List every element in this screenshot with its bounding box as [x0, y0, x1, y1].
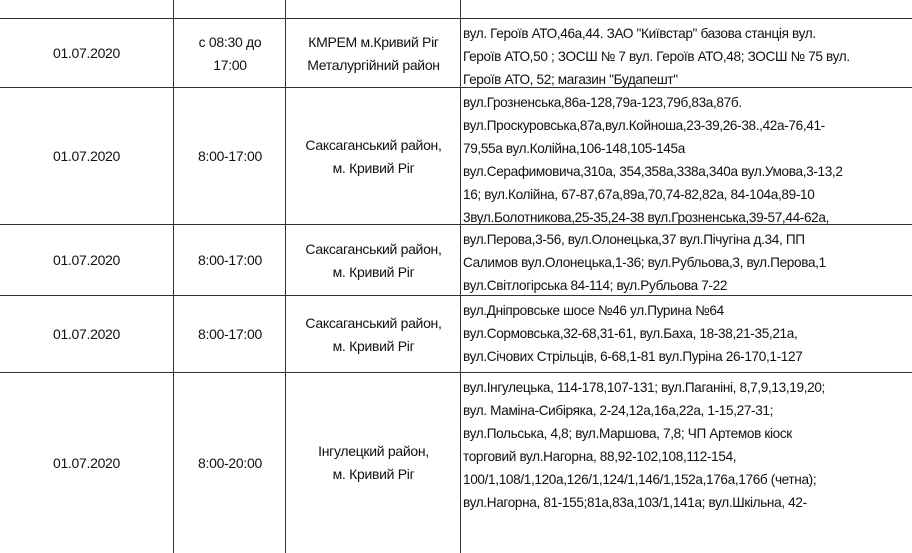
district-cell: Інгулецкий район, м. Кривий Ріг: [285, 373, 461, 553]
time-cell-line: 8:00-17:00: [198, 148, 262, 164]
addresses-cell-line: вул.Грозненська,86а-128,79а-123,79б,83а,…: [463, 95, 742, 110]
addresses-cell-line: 100/1,108/1,120а,126/1,124/1,146/1,152а,…: [463, 472, 817, 487]
time-cell-line: с 08:30 до: [198, 33, 262, 50]
date-cell: 01.07.2020: [0, 88, 173, 225]
district-cell-line: Саксаганський район,: [305, 136, 442, 153]
district-cell-line: м. Кривий Ріг: [332, 159, 415, 176]
addresses-cell-line: вул.Дніпровське шосе №46 ул.Пурина №64: [463, 303, 724, 318]
addresses-cell: вул. Героїв АТО,46а,44. ЗАО "Київстар" б…: [460, 19, 912, 88]
time-cell-line: 8:00-17:00: [198, 326, 262, 342]
addresses-cell: вул.Грозненська,86а-128,79а-123,79б,83а,…: [460, 88, 912, 225]
addresses-cell-line: вул.Серафимовича,310а, 354,358а,338а,340…: [463, 164, 843, 179]
date-cell: [0, 0, 173, 19]
addresses-cell-line: вул.Світлогірська 84-114; вул.Рубльова 7…: [463, 278, 728, 293]
district-cell-line: КМРЕМ м.Кривий Ріг: [308, 33, 439, 50]
district-cell: Саксаганський район: [285, 0, 461, 19]
district-cell: Саксаганський район, м. Кривий Ріг: [285, 296, 461, 373]
date-cell-text: 01.07.2020: [52, 326, 121, 342]
time-cell-line: 8:00-17:00: [198, 252, 262, 268]
date-cell-text: 01.07.2020: [52, 45, 121, 61]
district-cell-line: м. Кривий Ріг: [332, 466, 415, 482]
district-cell: Саксаганський район, м. Кривий Ріг: [285, 88, 461, 225]
table-row: 01.07.2020 8:00-17:00 Саксаганський район,…: [0, 224, 912, 296]
addresses-cell-line: вул.Січових Стрільців, 6-68,1-81 вул.Пур…: [463, 349, 803, 364]
district-cell: КМРЕМ м.Кривий Ріг Металургійний район: [285, 19, 461, 88]
addresses-cell-line: Салимов вул.Олонецька,1-36; вул.Рубльова…: [463, 255, 826, 270]
addresses-cell-line: вул.Інгулецька, 114-178,107-131; вул.Паг…: [463, 380, 825, 395]
date-cell-text: 01.07.2020: [52, 454, 121, 471]
date-cell: 01.07.2020: [0, 296, 173, 373]
time-cell-line: 8:00-20:00: [198, 454, 262, 471]
addresses-cell-line: вул.Сормовська,32-68,31-61, вул.Баха, 18…: [463, 326, 798, 341]
table-row: 01.07.2020 с 08:30 до 17:00 КМРЕМ м.Кривий …: [0, 18, 912, 88]
addresses-cell-line: Героїв АТО, 52; магазин "Будапешт": [463, 72, 678, 87]
addresses-cell-line: вул.Польська, 4,8; вул.Маршова, 7,8; ЧП …: [463, 426, 792, 441]
district-cell-line: Металургійний район: [307, 56, 440, 73]
district-cell-line: Інгулецкий район,: [318, 443, 429, 459]
district-cell: Саксаганський район, м. Кривий Ріг: [285, 225, 461, 296]
table-row: 01.07.2020 8:00-17:00 Саксаганський район,…: [0, 87, 912, 225]
addresses-cell: вул.Інгулецька, 114-178,107-131; вул.Паг…: [460, 373, 912, 553]
date-cell: 01.07.2020: [0, 19, 173, 88]
addresses-cell: [460, 0, 912, 19]
addresses-cell-line: вул.Проскуровська,87а,вул.Койноша,23-39,…: [463, 118, 825, 133]
table-row: 01.07.2020 8:00-20:00 Інгулецкий район, м. …: [0, 372, 912, 553]
time-cell: 17:00: [173, 0, 286, 19]
addresses-cell-line: вул. Маміна-Сибіряка, 2-24,12а,16а,22а, …: [463, 403, 774, 418]
time-cell: 8:00-17:00: [173, 296, 286, 373]
time-cell: 8:00-17:00: [173, 88, 286, 225]
district-cell-line: Саксаганський район,: [305, 314, 442, 331]
time-cell: с 08:30 до 17:00: [173, 19, 286, 88]
addresses-cell-line: торговий вул.Нагорна, 88,92-102,108,112-…: [463, 449, 737, 464]
date-cell-text: 01.07.2020: [52, 252, 121, 268]
addresses-cell-line: 16; вул.Колійна, 67-87,67а,89а,70,74-82,…: [463, 187, 815, 202]
table-row: 01.07.2020 8:00-17:00 Саксаганський район,…: [0, 295, 912, 373]
time-cell: 8:00-20:00: [173, 373, 286, 553]
date-cell-text: 01.07.2020: [52, 148, 121, 164]
addresses-cell-line: 3вул.Болотникова,25-35,24-38 вул.Грознен…: [463, 210, 830, 225]
district-cell-line: м. Кривий Ріг: [332, 337, 415, 354]
time-cell: 8:00-17:00: [173, 225, 286, 296]
addresses-cell-line: 79,55а вул.Колійна,106-148,105-145а: [463, 141, 685, 156]
addresses-cell-line: Героїв АТО,50 ; ЗОСШ № 7 вул. Героїв АТО…: [463, 49, 850, 64]
addresses-cell: вул.Дніпровське шосе №46 ул.Пурина №64 ву…: [460, 296, 912, 373]
district-cell-line: Саксаганський район,: [305, 240, 442, 257]
date-cell: 01.07.2020: [0, 225, 173, 296]
addresses-cell: вул.Перова,3-56, вул.Олонецька,37 вул.Пі…: [460, 225, 912, 296]
addresses-cell-line: вул.Нагорна, 81-155;81а,83а,103/1,141а; …: [463, 495, 807, 510]
date-cell: 01.07.2020: [0, 373, 173, 553]
addresses-cell-line: вул. Героїв АТО,46а,44. ЗАО "Київстар" б…: [463, 26, 816, 41]
district-cell-line: м. Кривий Ріг: [332, 263, 415, 280]
addresses-cell-line: вул.Перова,3-56, вул.Олонецька,37 вул.Пі…: [463, 232, 805, 247]
time-cell-line: 17:00: [213, 56, 247, 73]
